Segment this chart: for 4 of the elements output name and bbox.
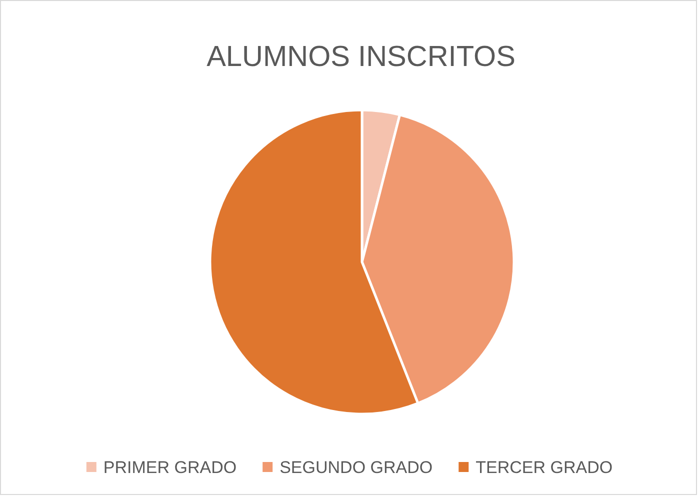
legend-label: PRIMER GRADO (103, 458, 237, 477)
chart-title: ALUMNOS INSCRITOS (206, 41, 516, 73)
legend-label: TERCER GRADO (476, 458, 613, 477)
legend-label: SEGUNDO GRADO (280, 458, 433, 477)
